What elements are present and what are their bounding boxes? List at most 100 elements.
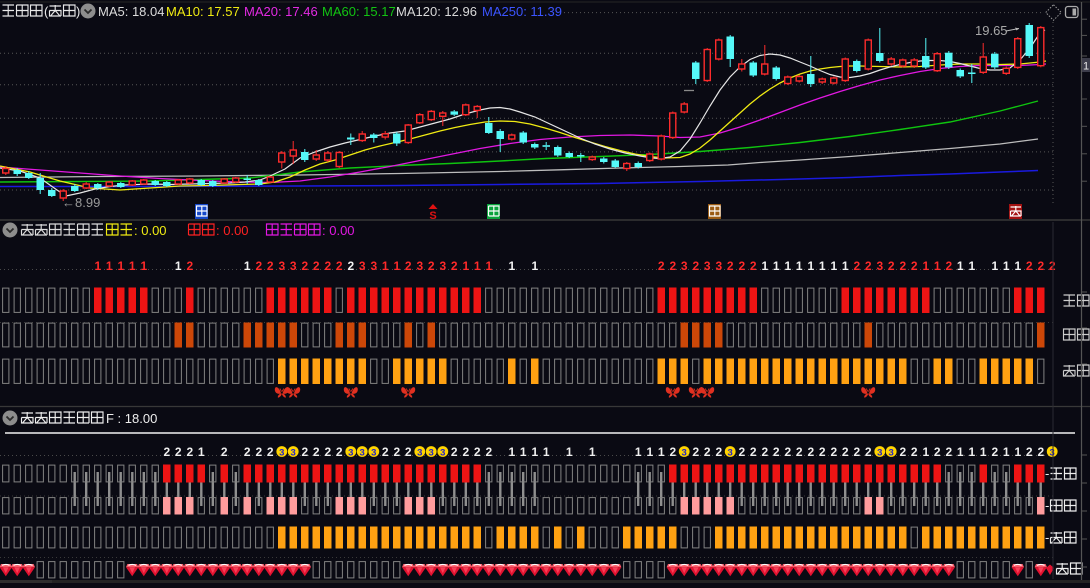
svg-text:3: 3 [889,448,894,459]
svg-text:MA120: 12.96: MA120: 12.96 [396,4,477,19]
svg-text:2: 2 [842,445,849,459]
svg-text:1: 1 [244,259,251,273]
svg-text:3: 3 [278,259,285,273]
svg-text:): ) [76,4,80,19]
svg-text:2: 2 [324,259,331,273]
svg-text:1: 1 [589,445,596,459]
svg-text:1: 1 [922,445,929,459]
svg-text:S: S [429,210,436,222]
svg-text:: 0.00: : 0.00 [134,223,167,238]
svg-text:1: 1 [474,259,481,273]
svg-text:2: 2 [336,445,343,459]
svg-text:2: 2 [865,259,872,273]
svg-text:2: 2 [382,445,389,459]
svg-text:2: 2 [692,445,699,459]
svg-text:3: 3 [715,259,722,273]
svg-text:1: 1 [922,259,929,273]
svg-text:(: ( [44,4,49,19]
svg-text:3: 3 [370,259,377,273]
svg-text:2: 2 [807,445,814,459]
svg-text:1: 1 [1003,445,1010,459]
svg-text:1: 1 [94,259,101,273]
svg-text:2: 2 [692,259,699,273]
svg-text:1: 1 [991,259,998,273]
svg-text:2: 2 [1049,259,1056,273]
svg-text:2: 2 [244,445,251,459]
svg-text:1: 1 [646,445,653,459]
svg-text:2: 2 [474,445,481,459]
svg-text:2: 2 [853,445,860,459]
svg-text:3: 3 [279,448,284,459]
svg-text:-: - [1045,498,1049,513]
svg-text:1: 1 [934,259,941,273]
svg-text:2: 2 [267,445,274,459]
svg-text:1: 1 [819,259,826,273]
svg-text:3: 3 [429,448,434,459]
svg-text:2: 2 [750,445,757,459]
svg-text:3: 3 [728,448,733,459]
svg-text:: 0.00: : 0.00 [216,223,249,238]
svg-text:2: 2 [1037,259,1044,273]
svg-text:2: 2 [738,445,745,459]
svg-text:2: 2 [462,445,469,459]
svg-text:2: 2 [911,445,918,459]
svg-text:1: 1 [1083,61,1089,73]
svg-text:2: 2 [669,259,676,273]
svg-text:3: 3 [416,259,423,273]
svg-text:1: 1 [957,445,964,459]
svg-text:1: 1 [531,259,538,273]
svg-text:2: 2 [738,259,745,273]
svg-text:2: 2 [347,259,354,273]
svg-text:2: 2 [853,259,860,273]
svg-text:1: 1 [1014,259,1021,273]
svg-text:1: 1 [796,259,803,273]
svg-text:2: 2 [945,259,952,273]
svg-text:MA60: 15.17: MA60: 15.17 [322,4,396,19]
svg-text:2: 2 [221,445,228,459]
svg-text:1: 1 [520,445,527,459]
svg-text:2: 2 [451,259,458,273]
svg-text:1: 1 [807,259,814,273]
svg-text:3: 3 [440,448,445,459]
svg-text:1: 1 [968,259,975,273]
svg-text:1: 1 [773,259,780,273]
svg-text:2: 2 [911,259,918,273]
svg-text:1: 1 [968,445,975,459]
svg-text:3: 3 [348,448,353,459]
svg-text:1: 1 [761,259,768,273]
svg-text:1: 1 [198,445,205,459]
svg-text:2: 2 [865,445,872,459]
svg-text:2: 2 [899,445,906,459]
svg-text:3: 3 [877,448,882,459]
svg-text:2: 2 [715,445,722,459]
svg-text:2: 2 [945,445,952,459]
svg-text:2: 2 [1026,445,1033,459]
svg-text:MA5: 18.04: MA5: 18.04 [98,4,165,19]
svg-text:1: 1 [508,445,515,459]
svg-text:3: 3 [417,448,422,459]
svg-text:2: 2 [336,259,343,273]
svg-text:1: 1 [957,259,964,273]
svg-text:1: 1 [393,259,400,273]
svg-text:1: 1 [784,259,791,273]
svg-text:2: 2 [1037,445,1044,459]
svg-text:1: 1 [140,259,147,273]
svg-text:2: 2 [934,445,941,459]
svg-text:3: 3 [360,448,365,459]
svg-text:3: 3 [359,259,366,273]
svg-text:2: 2 [428,259,435,273]
svg-text:2: 2 [658,259,665,273]
svg-text:1: 1 [1003,259,1010,273]
svg-text:3: 3 [1050,448,1055,459]
svg-text:2: 2 [727,259,734,273]
svg-text:2: 2 [313,445,320,459]
svg-text:1: 1 [566,445,573,459]
svg-text:2: 2 [313,259,320,273]
svg-text:2: 2 [773,445,780,459]
svg-text:1: 1 [382,259,389,273]
svg-text:2: 2 [255,445,262,459]
svg-text:2: 2 [830,445,837,459]
svg-text:1: 1 [117,259,124,273]
svg-text:2: 2 [393,445,400,459]
svg-text:1: 1 [485,259,492,273]
